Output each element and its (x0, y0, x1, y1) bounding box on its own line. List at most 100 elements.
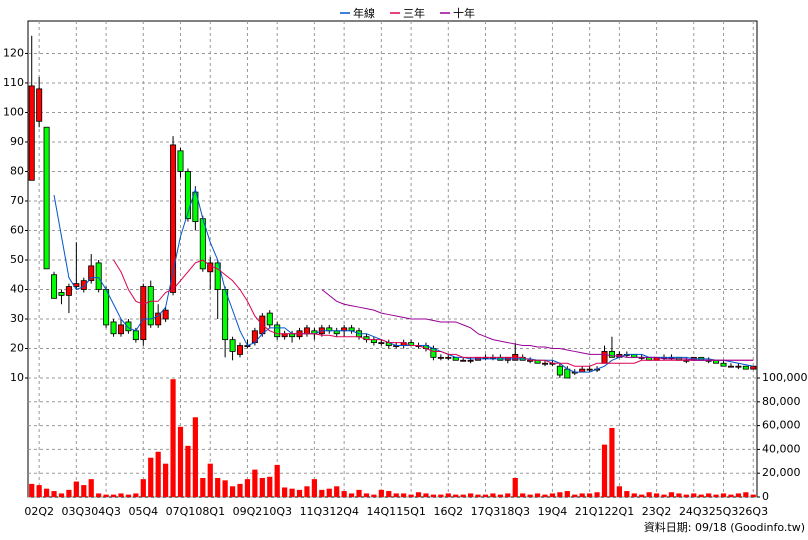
candle-body (162, 309, 169, 320)
volume-bar (676, 493, 682, 497)
x-tick-label: 07Q1 (166, 505, 196, 518)
ma-line (53, 187, 754, 373)
volume-bar (445, 493, 451, 497)
volume-bar (66, 489, 72, 497)
volume-bar (624, 491, 630, 497)
volume-bar (549, 493, 556, 497)
candle-body (601, 351, 608, 364)
volume-bar (653, 493, 660, 497)
volume-bar (282, 487, 288, 497)
volume-bar (713, 494, 719, 497)
volume-bar (475, 494, 481, 497)
y-tick-label: 40 (10, 282, 24, 295)
y-tick-label: 20 (10, 341, 24, 354)
candle-body (43, 126, 50, 270)
x-tick-label: 19Q4 (538, 505, 568, 518)
candle-body (378, 342, 385, 344)
y-tick-label: 30 (10, 312, 24, 325)
candle-body (132, 330, 139, 341)
volume-bar (356, 489, 362, 497)
volume-bar (192, 417, 198, 497)
volume-bar (348, 493, 355, 497)
y-tick-label: 100 (3, 105, 24, 118)
volume-bar (616, 486, 622, 497)
volume-bar (289, 488, 295, 497)
candle-body (65, 286, 72, 296)
volume-bar (706, 493, 712, 497)
volume-bar (200, 477, 206, 497)
volume-bar (438, 494, 444, 497)
volume-bar (750, 494, 756, 497)
volume-bar (393, 493, 399, 497)
volume-bar (482, 494, 489, 497)
volume-bar (497, 494, 503, 497)
x-tick-label: 04Q3 (91, 505, 121, 518)
volume-bar (311, 479, 317, 497)
candle-body (556, 365, 563, 376)
candle-body (140, 286, 147, 341)
candle-body (437, 356, 444, 359)
volume-bar (460, 494, 466, 497)
candle-body (541, 362, 548, 365)
y-tick-label: 70 (10, 194, 24, 207)
x-tick-label: 17Q3 (471, 505, 501, 518)
volume-bar (661, 494, 667, 497)
candle-body (58, 292, 65, 296)
candle-body (36, 88, 43, 122)
volume-bar (423, 493, 429, 497)
candle-body (192, 191, 199, 223)
y-tick-label: 60 (10, 223, 24, 236)
x-tick-label: 24Q3 (679, 505, 709, 518)
volume-bar (609, 427, 615, 497)
plot-frame (27, 20, 758, 498)
volume-bar (735, 493, 742, 497)
volume-bar (512, 477, 518, 497)
volume-bar (378, 489, 384, 497)
volume-bar (43, 488, 50, 497)
volume-bar (259, 477, 265, 497)
volume-bar (401, 493, 407, 497)
volume-bar (334, 486, 340, 497)
volume-bar (319, 489, 325, 497)
x-tick-label: 08Q1 (195, 505, 225, 518)
volume-bar (222, 480, 228, 497)
x-tick-label: 23Q2 (642, 505, 672, 518)
volume-bar (88, 479, 94, 497)
candle-body (95, 262, 102, 290)
candle-body (28, 85, 35, 181)
candle-body (117, 324, 124, 335)
candle-body (155, 312, 162, 326)
x-tick-label: 21Q1 (575, 505, 605, 518)
volume-bar (215, 477, 221, 497)
volume-bar (594, 492, 600, 497)
y-tick-label: 120 (3, 46, 24, 59)
candle-body (467, 359, 474, 362)
legend-label: 十年 (453, 6, 475, 20)
candle-body (586, 368, 593, 371)
y2-tick-label: 40,000 (762, 442, 801, 455)
candle-body (88, 265, 95, 282)
candle-body (266, 312, 273, 326)
volume-bar (29, 483, 35, 497)
y-tick-label: 10 (10, 371, 24, 384)
x-tick-label: 16Q2 (433, 505, 463, 518)
volume-bar (140, 479, 146, 497)
volume-bar (229, 486, 236, 497)
volume-bar (408, 494, 414, 497)
candle-body (608, 351, 615, 358)
legend-label: 年線 (353, 6, 375, 20)
x-tick-label: 12Q4 (329, 505, 359, 518)
y2-tick-label: 100,000 (762, 371, 808, 384)
candle-body (720, 362, 727, 367)
volume-bar (542, 494, 548, 497)
volume-bar (520, 493, 526, 497)
volume-bar (430, 494, 437, 497)
candle-body (303, 327, 310, 335)
volume-bar (371, 494, 377, 497)
candle-body (430, 348, 437, 358)
candle-body (222, 289, 229, 341)
volume-bar (118, 493, 124, 497)
candle-body (103, 289, 110, 326)
candle-body (80, 280, 87, 290)
y-tick-label: 110 (3, 76, 24, 89)
